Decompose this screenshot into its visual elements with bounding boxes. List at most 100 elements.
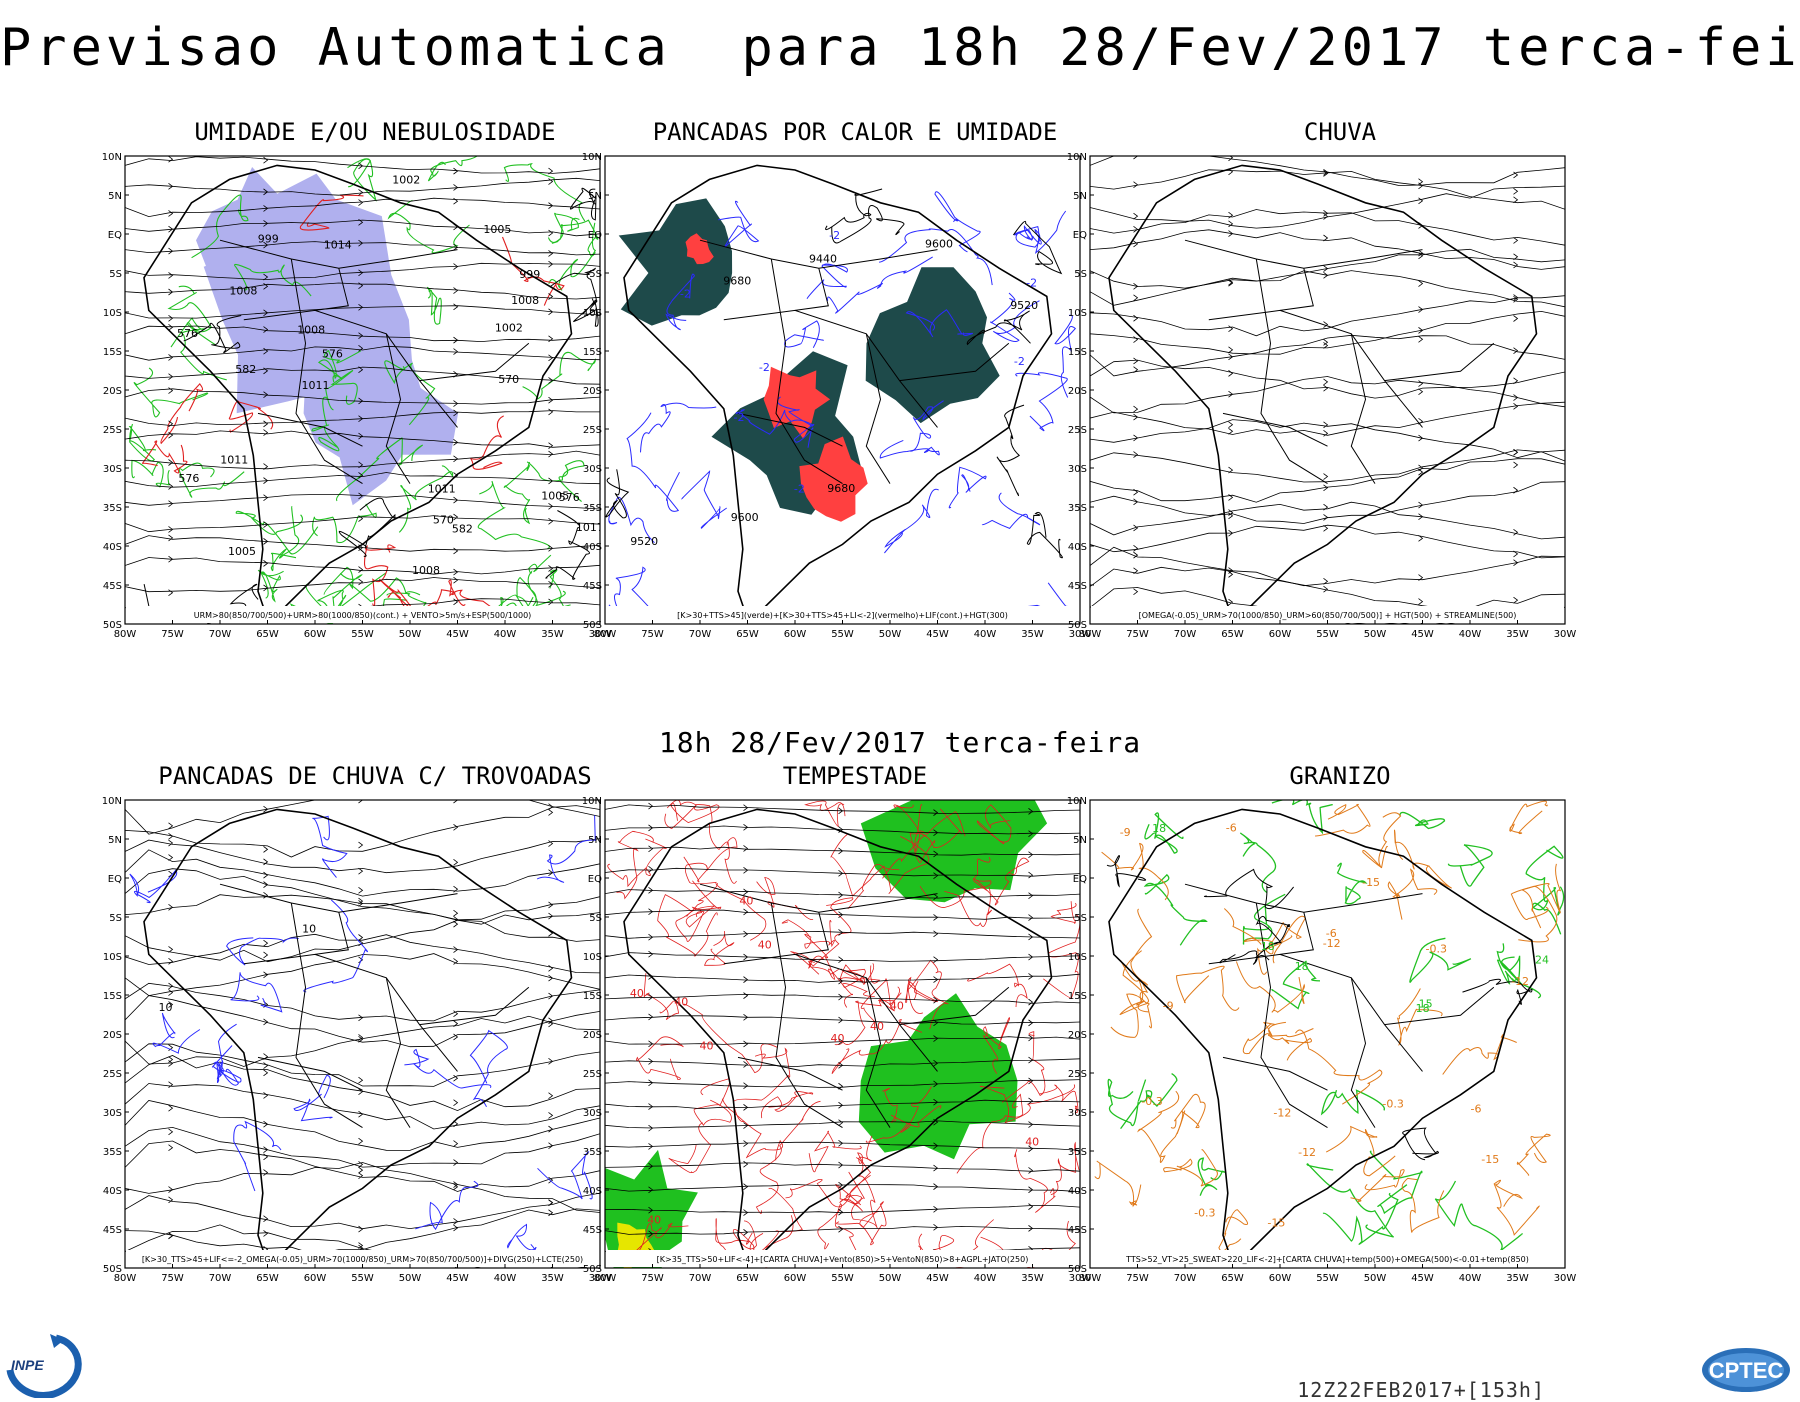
streamline-arrow xyxy=(168,832,174,840)
temp850-contour xyxy=(1462,978,1533,1005)
streamline-arrow xyxy=(548,1209,554,1217)
streamline-arrow xyxy=(263,1062,269,1069)
streamline-arrow xyxy=(453,823,459,831)
streamline-arrow xyxy=(1418,306,1424,313)
humidity-contour xyxy=(384,360,436,426)
streamline xyxy=(125,933,600,974)
streamline-arrow xyxy=(743,866,749,874)
streamline-arrow xyxy=(358,1014,364,1022)
contour-label: 1002 xyxy=(392,173,420,186)
streamline-arrow xyxy=(1028,1167,1034,1174)
lat-label: 50S xyxy=(1068,620,1087,631)
streamline-arrow xyxy=(1418,182,1424,190)
streamline-arrow xyxy=(1513,347,1519,354)
country-border xyxy=(794,912,829,955)
map-granizo: -15 -6 -0.3 18 -0.3 18 -12 -0.3 15 -6 -6 -0.3 -15 -12… xyxy=(1067,796,1577,1284)
contour-label: -0.3 xyxy=(1141,1095,1162,1108)
streamline-arrow xyxy=(1513,315,1519,322)
streamline-arrow xyxy=(838,929,844,936)
lat-label: 45S xyxy=(103,581,122,592)
streamline-arrow xyxy=(1133,567,1139,575)
temp500-contour xyxy=(1107,1078,1147,1127)
divergence-contour xyxy=(536,815,596,883)
thickness-contour xyxy=(141,440,188,474)
streamline xyxy=(125,805,600,858)
contour-label: -12 xyxy=(1511,975,1529,988)
streamline-arrow xyxy=(1513,448,1519,456)
streamline-arrow xyxy=(168,1232,174,1239)
streamline-arrow xyxy=(263,205,269,212)
lat-label: 10N xyxy=(582,152,602,163)
omega-contour xyxy=(1170,1093,1206,1135)
lat-label: 5N xyxy=(108,835,122,846)
streamline-arrow xyxy=(838,1208,844,1216)
contour-label: -0.3 xyxy=(1426,943,1447,956)
lat-label: 35S xyxy=(1068,503,1087,514)
streamline xyxy=(1090,334,1565,377)
instability-contour xyxy=(919,857,992,908)
contour-label: -9 xyxy=(1163,1000,1174,1013)
lat-label: EQ xyxy=(588,230,602,241)
streamline-arrow xyxy=(263,347,269,355)
country-border xyxy=(419,342,530,382)
instability-contour xyxy=(668,1122,712,1174)
streamline-arrow xyxy=(263,951,269,959)
lon-label: 40W xyxy=(1459,1273,1482,1284)
streamline-arrow xyxy=(453,1181,459,1188)
streamline-arrow xyxy=(1513,237,1519,244)
streamline-arrow xyxy=(263,1146,269,1153)
streamline-arrow xyxy=(648,1103,654,1110)
map-layers: 1005101157610081008100557610025821011100… xyxy=(125,156,600,624)
lifted-index-contour xyxy=(934,191,981,253)
coastline xyxy=(143,808,573,1265)
humidity-shade xyxy=(196,167,342,317)
omega-contour xyxy=(1314,803,1371,837)
streamline-arrow xyxy=(168,420,174,428)
streamline-arrow xyxy=(453,800,459,804)
contour-label: 1005 xyxy=(483,223,511,236)
lon-label: 70W xyxy=(689,629,712,640)
streamline-arrow xyxy=(168,946,174,953)
lat-label: 5N xyxy=(588,191,602,202)
omega-contour xyxy=(1520,863,1562,929)
streamline-arrow xyxy=(1228,494,1234,501)
lat-label: 5S xyxy=(109,913,122,924)
streamline-arrow xyxy=(453,920,459,928)
temp500-contour xyxy=(1239,832,1277,894)
streamline-arrow xyxy=(648,1162,654,1170)
lat-label: 45S xyxy=(583,1225,602,1236)
contour-label: 582 xyxy=(235,363,256,376)
contour-label: -6 xyxy=(1326,927,1337,940)
streamline-arrow xyxy=(743,992,749,999)
contour-label: 9440 xyxy=(809,252,837,265)
streamline-arrow xyxy=(453,859,459,866)
streamline-arrow xyxy=(548,202,554,209)
streamline-arrow xyxy=(648,1040,654,1048)
omega-contour xyxy=(1176,965,1240,1011)
lon-label: 70W xyxy=(689,1273,712,1284)
streamline-arrow xyxy=(548,442,554,450)
height-contour xyxy=(605,469,630,519)
lat-label: 15S xyxy=(103,991,122,1002)
streamline-arrow xyxy=(263,1169,269,1176)
lon-label: 50W xyxy=(879,1273,902,1284)
streamline-arrow xyxy=(548,1176,554,1184)
coastline xyxy=(1108,164,1538,621)
lat-label: 15S xyxy=(1068,991,1087,1002)
map-background xyxy=(1090,800,1565,1268)
coastline xyxy=(623,164,1053,621)
lon-label: 30W xyxy=(589,629,612,640)
instability-contour xyxy=(683,837,738,884)
streamline-arrow xyxy=(358,303,364,311)
streamline-arrow xyxy=(933,976,939,983)
streamline-arrow xyxy=(1418,598,1424,605)
instability-contour xyxy=(1002,1031,1046,1103)
lon-label: 35W xyxy=(1021,629,1044,640)
streamline-arrow xyxy=(743,888,749,896)
instability-contour xyxy=(967,963,1028,1008)
contour-label: 1005 xyxy=(541,490,569,503)
thickness-contour xyxy=(378,578,414,615)
instability-contour xyxy=(831,1018,923,1074)
lon-label: 75W xyxy=(1126,629,1149,640)
streamline-arrow xyxy=(1228,370,1234,377)
